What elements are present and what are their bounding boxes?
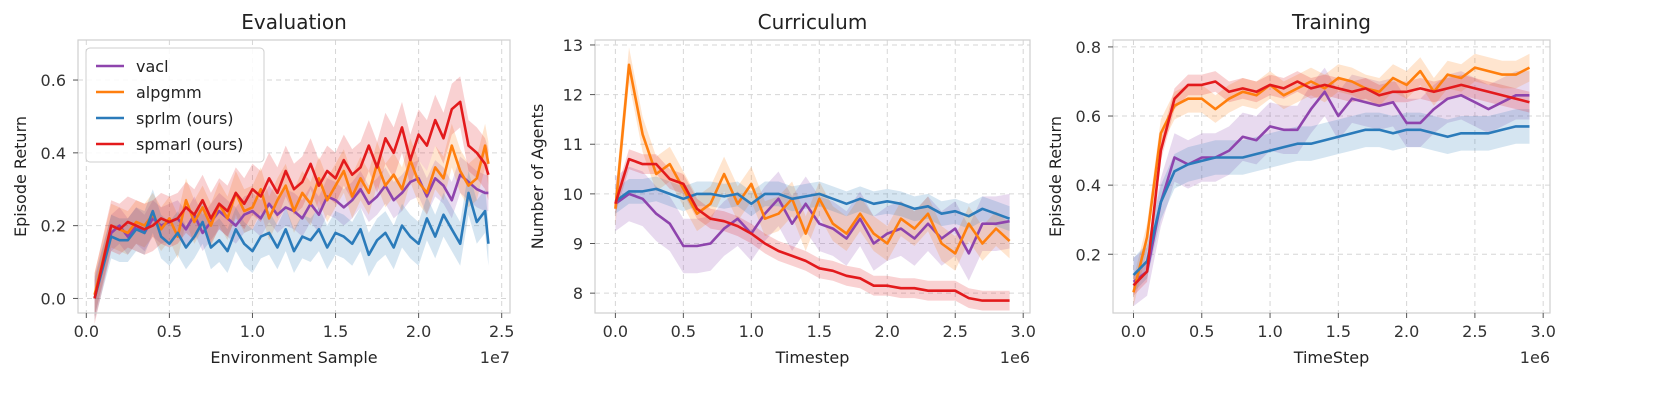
panel-evaluation-frame	[77, 39, 511, 314]
panel-evaluation-xtick-label-0: 0.0	[74, 322, 99, 341]
panel-evaluation-x-offset-label: 1e7	[480, 348, 510, 367]
panel-curriculum-xtick-label-3: 1.5	[807, 322, 832, 341]
panel-curriculum-x-offset-label: 1e6	[1000, 348, 1030, 367]
panel-curriculum-band-vacl	[615, 166, 1010, 281]
panel-curriculum-band-sprlm-ours	[615, 176, 1010, 232]
panel-training-xtick-label-2: 1.0	[1257, 322, 1282, 341]
panel-curriculum-xtick-label-4: 2.0	[875, 322, 900, 341]
panel-evaluation-ytick-label-0: 0.0	[41, 289, 66, 308]
panel-training-xtick-label-6: 3.0	[1530, 322, 1555, 341]
panel-curriculum-frame	[594, 39, 1031, 314]
panel-curriculum-ytick-label-5: 13	[563, 36, 583, 55]
panel-training-ytick-label-0: 0.2	[1076, 245, 1101, 264]
panel-training-line-vacl	[1132, 90, 1530, 283]
panel-training-ylabel: Episode Return	[1046, 116, 1065, 237]
panel-curriculum-xtick-label-0: 0.0	[603, 322, 628, 341]
panel-curriculum-line-spmarl-ours	[614, 157, 1010, 302]
panel-evaluation-legend-label-vacl: vacl	[136, 57, 169, 76]
panel-evaluation-line-sprlm-ours	[93, 191, 490, 299]
panel-evaluation-legend: vacl alpgmm sprlm (ours) spmarl (ours)	[85, 47, 265, 163]
panel-training-ytick-label-3: 0.8	[1076, 38, 1101, 57]
panel-curriculum-xtick-label-2: 1.0	[739, 322, 764, 341]
panel-evaluation-ylabel: Episode Return	[11, 116, 30, 237]
panel-evaluation-ytick-label-2: 0.4	[41, 144, 66, 163]
panel-evaluation-legend-label-alpgmm: alpgmm	[136, 83, 202, 102]
panel-training-line-alpgmm	[1132, 66, 1531, 293]
panel-training-ytick-label-1: 0.4	[1076, 176, 1101, 195]
panel-evaluation-legend-label-sprlm-ours: sprlm (ours)	[136, 109, 234, 128]
panel-training-band-spmarl-ours	[1133, 71, 1530, 296]
panel-curriculum-xlabel: Timestep	[775, 348, 850, 367]
panel-curriculum-line-sprlm-ours	[614, 187, 1011, 220]
panel-evaluation-xtick-label-4: 2.0	[406, 322, 431, 341]
panel-training: 0.0 0.5 1.0 1.5 2.0 2.5 3.0 0.2 0.4 0.6 0.8 Trainin…	[1046, 10, 1556, 367]
panel-training-frame	[1112, 39, 1551, 314]
panel-evaluation-xtick-label-1: 0.5	[157, 322, 182, 341]
panel-evaluation-xtick-label-3: 1.5	[323, 322, 348, 341]
panel-curriculum-ytick-label-3: 11	[563, 135, 583, 154]
panel-evaluation-line-spmarl-ours	[93, 100, 490, 299]
panel-training-ytick-label-2: 0.6	[1076, 107, 1101, 126]
panel-curriculum-ytick-label-4: 12	[563, 86, 583, 105]
panel-training-xtick-label-0: 0.0	[1121, 322, 1146, 341]
panel-evaluation-ytick-label-3: 0.6	[41, 71, 66, 90]
panel-evaluation-xtick-label-5: 2.5	[489, 322, 514, 341]
panel-curriculum-line-alpgmm	[614, 63, 1011, 255]
panel-training-xlabel: TimeStep	[1293, 348, 1370, 367]
panel-evaluation-band-vacl	[94, 156, 489, 317]
panel-training-xtick-label-3: 1.5	[1326, 322, 1351, 341]
panel-evaluation-title: Evaluation	[241, 10, 347, 34]
panel-curriculum-band-alpgmm	[615, 47, 1010, 271]
panel-curriculum: 0.0 0.5 1.0 1.5 2.0 2.5 3.0 8 9 10 11 12 13 Curriculu…	[528, 10, 1036, 367]
panel-evaluation-band-alpgmm	[94, 123, 489, 317]
panel-training-xtick-label-1: 0.5	[1189, 322, 1214, 341]
panel-training-x-offset-label: 1e6	[1520, 348, 1550, 367]
panel-evaluation-ytick-label-1: 0.2	[41, 217, 66, 236]
panel-evaluation-legend-box	[85, 47, 265, 163]
panel-curriculum-ylabel: Number of Agents	[528, 104, 547, 250]
panel-evaluation-legend-label-spmarl-ours: spmarl (ours)	[136, 135, 243, 154]
panel-curriculum-ytick-label-1: 9	[573, 235, 583, 254]
panel-evaluation-xlabel: Environment Sample	[210, 348, 377, 367]
panel-curriculum-xtick-label-5: 2.5	[943, 322, 968, 341]
panel-training-line-sprlm-ours	[1132, 125, 1530, 276]
panel-curriculum-ytick-label-2: 10	[563, 185, 583, 204]
panel-curriculum-xtick-label-1: 0.5	[671, 322, 696, 341]
panel-curriculum-ytick-label-0: 8	[573, 284, 583, 303]
panel-evaluation: 0.0 0.5 1.0 1.5 2.0 2.5 0.0 0.2 0.4 0.6 Evaluation…	[11, 10, 514, 367]
panel-curriculum-xtick-label-6: 3.0	[1010, 322, 1035, 341]
panel-training-xtick-label-5: 2.5	[1462, 322, 1487, 341]
panel-evaluation-xtick-label-2: 1.0	[240, 322, 265, 341]
panel-training-line-spmarl-ours	[1132, 80, 1530, 287]
panel-training-band-sprlm-ours	[1133, 109, 1530, 293]
panel-curriculum-title: Curriculum	[758, 10, 868, 34]
panel-training-band-alpgmm	[1133, 53, 1530, 307]
panel-training-band-vacl	[1133, 67, 1530, 307]
panel-training-title: Training	[1291, 10, 1371, 34]
panel-training-xtick-label-4: 2.0	[1394, 322, 1419, 341]
